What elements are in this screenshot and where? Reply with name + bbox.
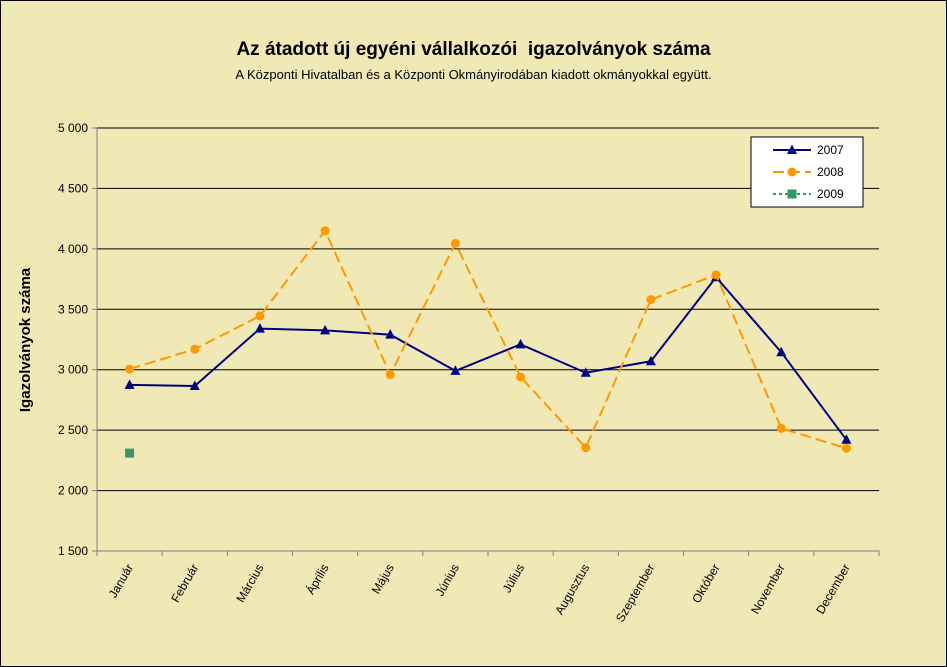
data-point-2007: [841, 434, 852, 444]
data-point-2008: [320, 226, 330, 236]
data-point-2007: [320, 324, 331, 335]
x-tick-label: Augusztus: [552, 562, 592, 618]
x-tick-label: Október: [689, 561, 722, 605]
y-tick-label: 4 500: [58, 181, 88, 195]
data-point-2007: [515, 338, 526, 349]
y-tick-label: 1 500: [58, 544, 88, 558]
x-tick-label: Július: [500, 562, 527, 596]
data-point-2008: [581, 443, 591, 453]
data-point-2008: [385, 370, 395, 380]
x-tick-label: Január: [106, 562, 136, 601]
plot-area: [97, 128, 879, 551]
x-tick-label: Szeptember: [613, 562, 657, 625]
data-point-2007: [645, 355, 656, 366]
data-point-2008: [125, 364, 135, 374]
data-point-2008: [841, 443, 851, 453]
series-line-2007: [129, 275, 848, 441]
series-2009: [125, 448, 135, 458]
x-tick-label: December: [813, 562, 853, 617]
series-line-2008: [129, 228, 847, 450]
y-tick-label: 3 500: [58, 302, 88, 316]
legend: 2007 2008 2009: [750, 136, 864, 208]
data-point-2008: [711, 270, 721, 280]
legend-marker-2008: [787, 167, 797, 177]
legend-marker-2009: [787, 189, 797, 199]
x-tick-label: Március: [233, 562, 266, 605]
y-axis-ticks: 1 500 2 000 2 500 3 000 3 500 4 000 4 500 5 000: [58, 121, 97, 558]
x-axis-ticks: Január Február Március Április Május Június Jú…: [96, 551, 880, 625]
y-tick-label: 3 000: [58, 363, 88, 377]
x-tick-label: Június: [433, 562, 462, 599]
data-point-2007: [580, 367, 591, 377]
chart-subtitle: A Központi Hivatalban és a Központi Okmá…: [235, 67, 712, 82]
y-axis-label: Igazolványok száma: [17, 267, 34, 412]
x-tick-label: Május: [369, 562, 397, 597]
legend-label-2008: 2008: [817, 165, 844, 179]
y-tick-label: 2 500: [58, 423, 88, 437]
data-point-2008: [255, 311, 265, 321]
series-2008: [125, 226, 851, 453]
legend-marker-2007: [787, 144, 797, 154]
data-point-2008: [646, 295, 656, 305]
data-point-2007: [189, 380, 200, 391]
data-point-2008: [516, 372, 526, 382]
data-point-2007: [450, 365, 461, 375]
data-point-2008: [450, 238, 460, 248]
x-tick-label: Április: [302, 561, 331, 597]
y-tick-label: 4 000: [58, 242, 88, 256]
x-tick-label: Február: [168, 562, 201, 605]
data-point-2007: [254, 323, 265, 333]
y-tick-label: 2 000: [58, 484, 88, 498]
data-point-2007: [124, 379, 135, 389]
series-2007: [124, 271, 852, 444]
data-point-2008: [776, 423, 786, 433]
legend-label-2007: 2007: [817, 143, 844, 157]
data-point-2008: [190, 344, 200, 354]
data-point-2007: [776, 346, 787, 357]
chart-title: Az átadott új egyéni vállalkozói igazolv…: [236, 39, 711, 60]
data-point-2009: [125, 448, 135, 458]
data-point-2007: [385, 329, 396, 339]
series-group: [124, 226, 852, 458]
y-tick-label: 5 000: [58, 121, 88, 135]
x-tick-label: November: [748, 562, 788, 617]
legend-label-2009: 2009: [817, 187, 844, 201]
